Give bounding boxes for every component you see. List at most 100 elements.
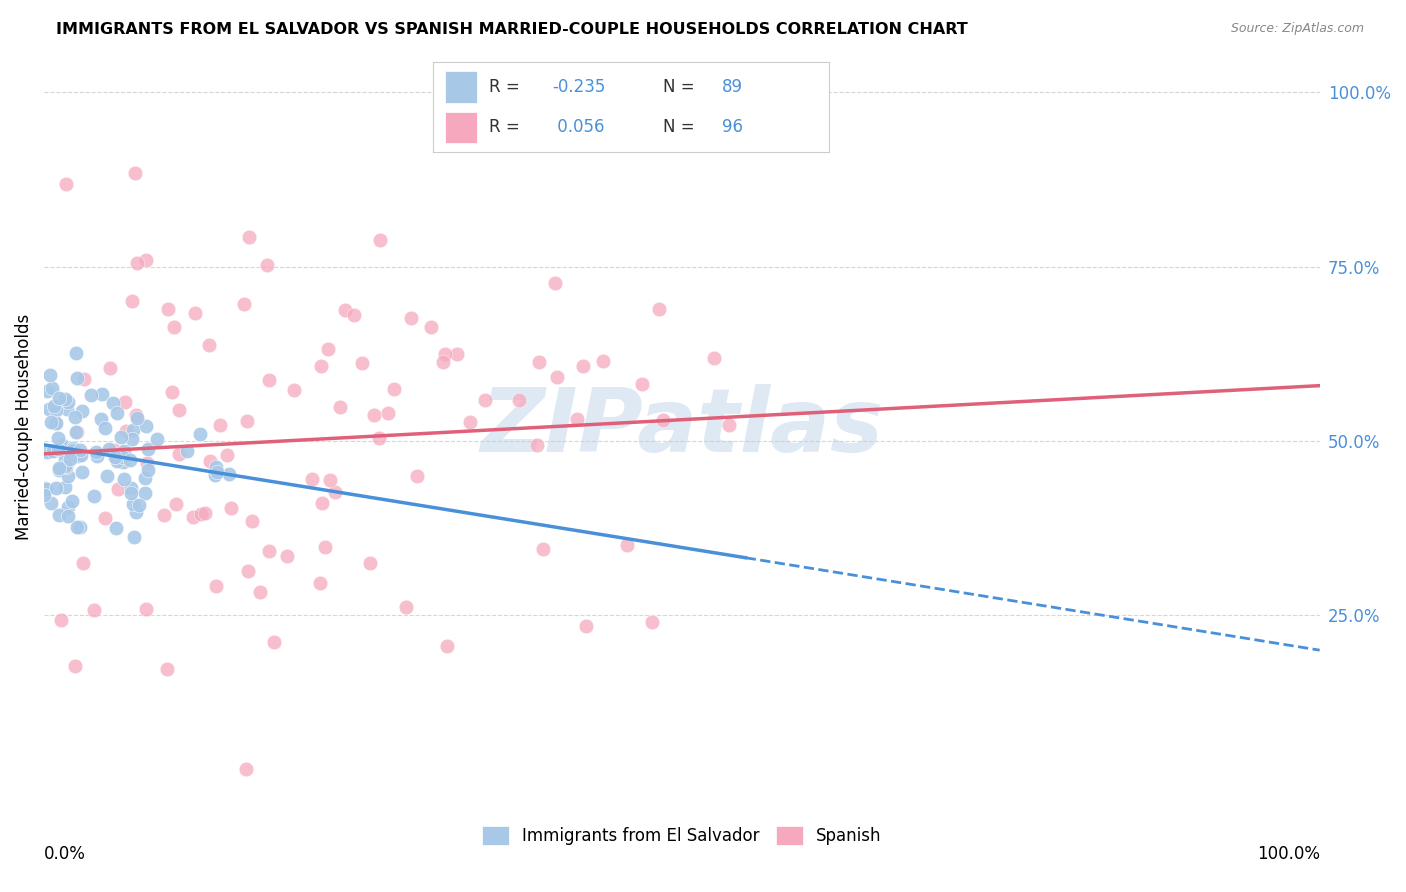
Point	[90, 386, 112, 401]
Point	[125, 505, 148, 519]
Point	[631, 376, 654, 391]
Point	[283, 383, 305, 397]
Point	[363, 408, 385, 422]
Point	[352, 356, 374, 370]
Point	[235, 762, 257, 776]
Point	[190, 507, 212, 521]
Point	[325, 484, 347, 499]
Point	[259, 544, 281, 558]
Point	[198, 338, 221, 352]
Point	[48, 463, 70, 477]
Point	[121, 293, 143, 308]
Point	[165, 497, 187, 511]
Point	[236, 414, 259, 428]
Point	[207, 465, 229, 479]
Point	[276, 549, 298, 563]
Point	[56, 508, 79, 523]
Point	[44, 416, 66, 430]
Point	[249, 585, 271, 599]
Point	[39, 415, 62, 429]
Point	[44, 399, 66, 413]
Point	[56, 395, 79, 409]
Point	[309, 359, 332, 374]
Y-axis label: Married-couple Households: Married-couple Households	[15, 314, 32, 541]
Point	[63, 409, 86, 424]
Point	[55, 480, 77, 494]
Point	[188, 427, 211, 442]
Point	[100, 360, 122, 375]
Point	[124, 165, 146, 179]
Point	[238, 229, 260, 244]
Point	[72, 556, 94, 570]
Point	[59, 451, 82, 466]
Point	[45, 481, 67, 495]
Point	[35, 482, 58, 496]
Point	[526, 438, 548, 452]
Point	[544, 276, 567, 290]
Point	[198, 454, 221, 468]
Point	[48, 391, 70, 405]
Point	[134, 471, 156, 485]
Point	[395, 600, 418, 615]
Point	[301, 472, 323, 486]
Point	[616, 538, 638, 552]
Point	[309, 575, 332, 590]
Text: 100.0%: 100.0%	[1257, 845, 1320, 863]
Point	[69, 442, 91, 457]
Text: Source: ZipAtlas.com: Source: ZipAtlas.com	[1230, 22, 1364, 36]
Point	[136, 456, 159, 470]
Text: IMMIGRANTS FROM EL SALVADOR VS SPANISH MARRIED-COUPLE HOUSEHOLDS CORRELATION CHA: IMMIGRANTS FROM EL SALVADOR VS SPANISH M…	[56, 22, 967, 37]
Point	[219, 500, 242, 515]
Point	[104, 450, 127, 464]
Point	[648, 301, 671, 316]
Point	[128, 498, 150, 512]
Point	[35, 384, 58, 399]
Point	[183, 510, 205, 524]
Point	[240, 514, 263, 528]
Point	[72, 465, 94, 479]
Point	[110, 430, 132, 444]
Point	[406, 469, 429, 483]
Point	[105, 454, 128, 468]
Point	[208, 417, 231, 432]
Point	[399, 311, 422, 326]
Point	[167, 447, 190, 461]
Point	[69, 448, 91, 462]
Point	[51, 438, 73, 452]
Point	[101, 396, 124, 410]
Point	[45, 403, 67, 417]
Point	[146, 432, 169, 446]
Point	[84, 445, 107, 459]
Point	[571, 359, 593, 373]
Point	[44, 416, 66, 430]
Point	[156, 662, 179, 676]
Point	[53, 451, 76, 466]
Point	[105, 406, 128, 420]
Point	[48, 508, 70, 522]
Point	[94, 420, 117, 434]
Point	[38, 402, 60, 417]
Point	[120, 453, 142, 467]
Point	[120, 481, 142, 495]
Point	[703, 351, 725, 366]
Point	[368, 234, 391, 248]
Point	[86, 449, 108, 463]
Point	[66, 520, 89, 534]
Point	[238, 564, 260, 578]
Point	[69, 520, 91, 534]
Point	[94, 511, 117, 525]
Point	[546, 370, 568, 384]
Point	[156, 301, 179, 316]
Point	[575, 619, 598, 633]
Point	[56, 500, 79, 514]
Point	[121, 423, 143, 437]
Point	[382, 383, 405, 397]
Point	[184, 306, 207, 320]
Point	[103, 442, 125, 457]
Point	[343, 308, 366, 322]
Point	[314, 541, 336, 555]
Point	[65, 425, 87, 439]
Point	[215, 448, 238, 462]
Point	[60, 493, 83, 508]
Point	[53, 458, 76, 473]
